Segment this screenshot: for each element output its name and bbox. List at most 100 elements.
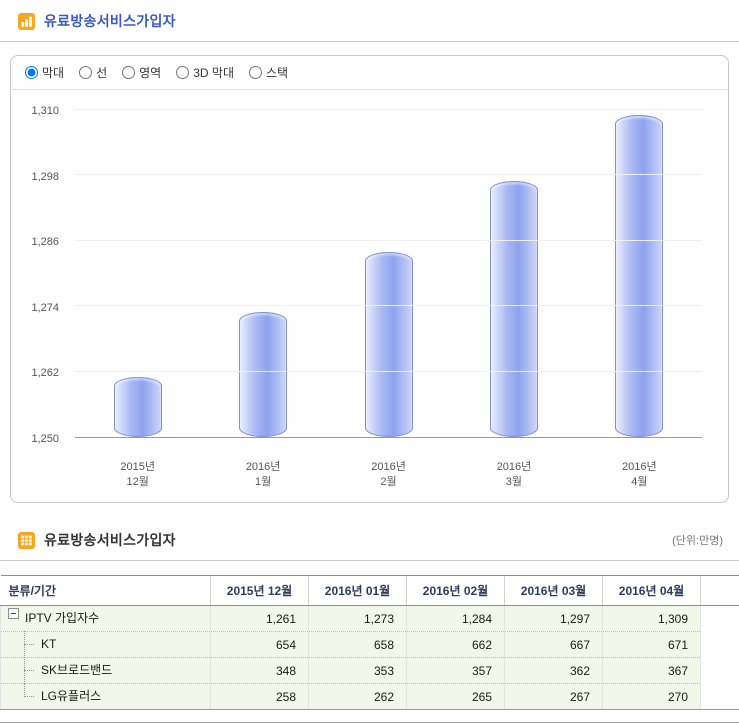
row-label: IPTV 가입자수	[25, 606, 99, 631]
column-header: 2015년 12월	[211, 576, 309, 606]
tree-collapse-icon[interactable]	[8, 608, 19, 619]
table-panel-header: 유료방송서비스가입자 (단위:만명)	[0, 519, 739, 561]
table-cell: 1,309	[603, 606, 701, 632]
y-tick-label: 1,262	[31, 367, 59, 379]
chart-panel-header: 유료방송서비스가입자	[0, 0, 739, 42]
chart-type-controls: 막대 선 영역 3D 막대 스택	[11, 56, 728, 90]
gridline	[75, 305, 702, 306]
gridline	[75, 109, 702, 110]
chart-bar[interactable]	[365, 252, 413, 437]
table-cell: 1,261	[211, 606, 309, 632]
row-gutter-cell	[701, 632, 739, 658]
chart-bar[interactable]	[490, 181, 538, 437]
y-tick-label: 1,310	[31, 105, 59, 117]
column-header: 2016년 01월	[309, 576, 407, 606]
chart-type-label: 막대	[42, 64, 64, 81]
chart-type-radio[interactable]	[122, 66, 135, 79]
chart-type-option-3[interactable]: 영역	[122, 64, 161, 81]
bar-slot	[326, 110, 451, 437]
column-header: 2016년 04월	[603, 576, 701, 606]
row-gutter-cell	[701, 684, 739, 710]
chart-type-option-5[interactable]: 스택	[249, 64, 288, 81]
table-cell: 353	[309, 658, 407, 684]
table-cell: 658	[309, 632, 407, 658]
chart-type-label: 선	[96, 64, 107, 81]
bar-slot	[200, 110, 325, 437]
chart-type-radio[interactable]	[249, 66, 262, 79]
chart-type-label: 3D 막대	[193, 64, 234, 81]
table-cell: 667	[505, 632, 603, 658]
chart-panel-title: 유료방송서비스가입자	[44, 11, 176, 31]
unit-label: (단위:만명)	[672, 532, 723, 548]
table-cell: 1,297	[505, 606, 603, 632]
bar-slot	[451, 110, 576, 437]
header-gutter-cell	[701, 576, 739, 606]
chart-bar[interactable]	[615, 115, 663, 437]
row-gutter-cell	[701, 658, 739, 684]
chart-bar[interactable]	[239, 312, 287, 437]
gridline	[75, 371, 702, 372]
row-name-cell: SK브로드밴드	[1, 658, 211, 684]
chart-type-radio[interactable]	[25, 66, 38, 79]
column-header: 2016년 03월	[505, 576, 603, 606]
chart-plot	[75, 110, 702, 438]
bar-slot	[577, 110, 702, 437]
chart-bar[interactable]	[114, 377, 162, 437]
table-cell: 671	[603, 632, 701, 658]
row-label: SK브로드밴드	[41, 658, 112, 683]
chart-bars	[75, 110, 702, 437]
chart-type-label: 스택	[266, 64, 288, 81]
table-cell: 362	[505, 658, 603, 684]
row-label: LG유플러스	[41, 684, 101, 709]
tree-branch-icon	[24, 684, 36, 709]
table-cell: 1,273	[309, 606, 407, 632]
chart-type-option-2[interactable]: 선	[79, 64, 107, 81]
chart-type-option-1[interactable]: 막대	[25, 64, 64, 81]
tree-branch-icon	[24, 632, 36, 657]
row-gutter-cell	[701, 606, 739, 632]
chart-type-radio[interactable]	[79, 66, 92, 79]
table-cell: 267	[505, 684, 603, 710]
table-icon	[18, 532, 35, 549]
y-tick-label: 1,286	[31, 236, 59, 248]
bar-slot	[75, 110, 200, 437]
table-cell: 270	[603, 684, 701, 710]
chart-type-label: 영역	[139, 64, 161, 81]
chart-type-option-4[interactable]: 3D 막대	[176, 64, 234, 81]
y-tick-label: 1,298	[31, 171, 59, 183]
table-cell: 654	[211, 632, 309, 658]
row-name-cell: IPTV 가입자수	[1, 606, 211, 632]
table-cell: 1,284	[407, 606, 505, 632]
table-panel-title: 유료방송서비스가입자	[44, 530, 176, 550]
table-cell: 258	[211, 684, 309, 710]
chart-type-radio[interactable]	[176, 66, 189, 79]
y-tick-label: 1,274	[31, 302, 59, 314]
y-tick-label: 1,250	[31, 433, 59, 445]
table-cell: 265	[407, 684, 505, 710]
table-cell: 367	[603, 658, 701, 684]
gridline	[75, 174, 702, 175]
row-name-cell: LG유플러스	[1, 684, 211, 710]
gridline	[75, 240, 702, 241]
table-cell: 662	[407, 632, 505, 658]
table-cell: 357	[407, 658, 505, 684]
column-header: 분류/기간	[1, 576, 211, 606]
tree-branch-icon	[24, 658, 36, 683]
table-cell: 262	[309, 684, 407, 710]
row-label: KT	[41, 632, 56, 657]
